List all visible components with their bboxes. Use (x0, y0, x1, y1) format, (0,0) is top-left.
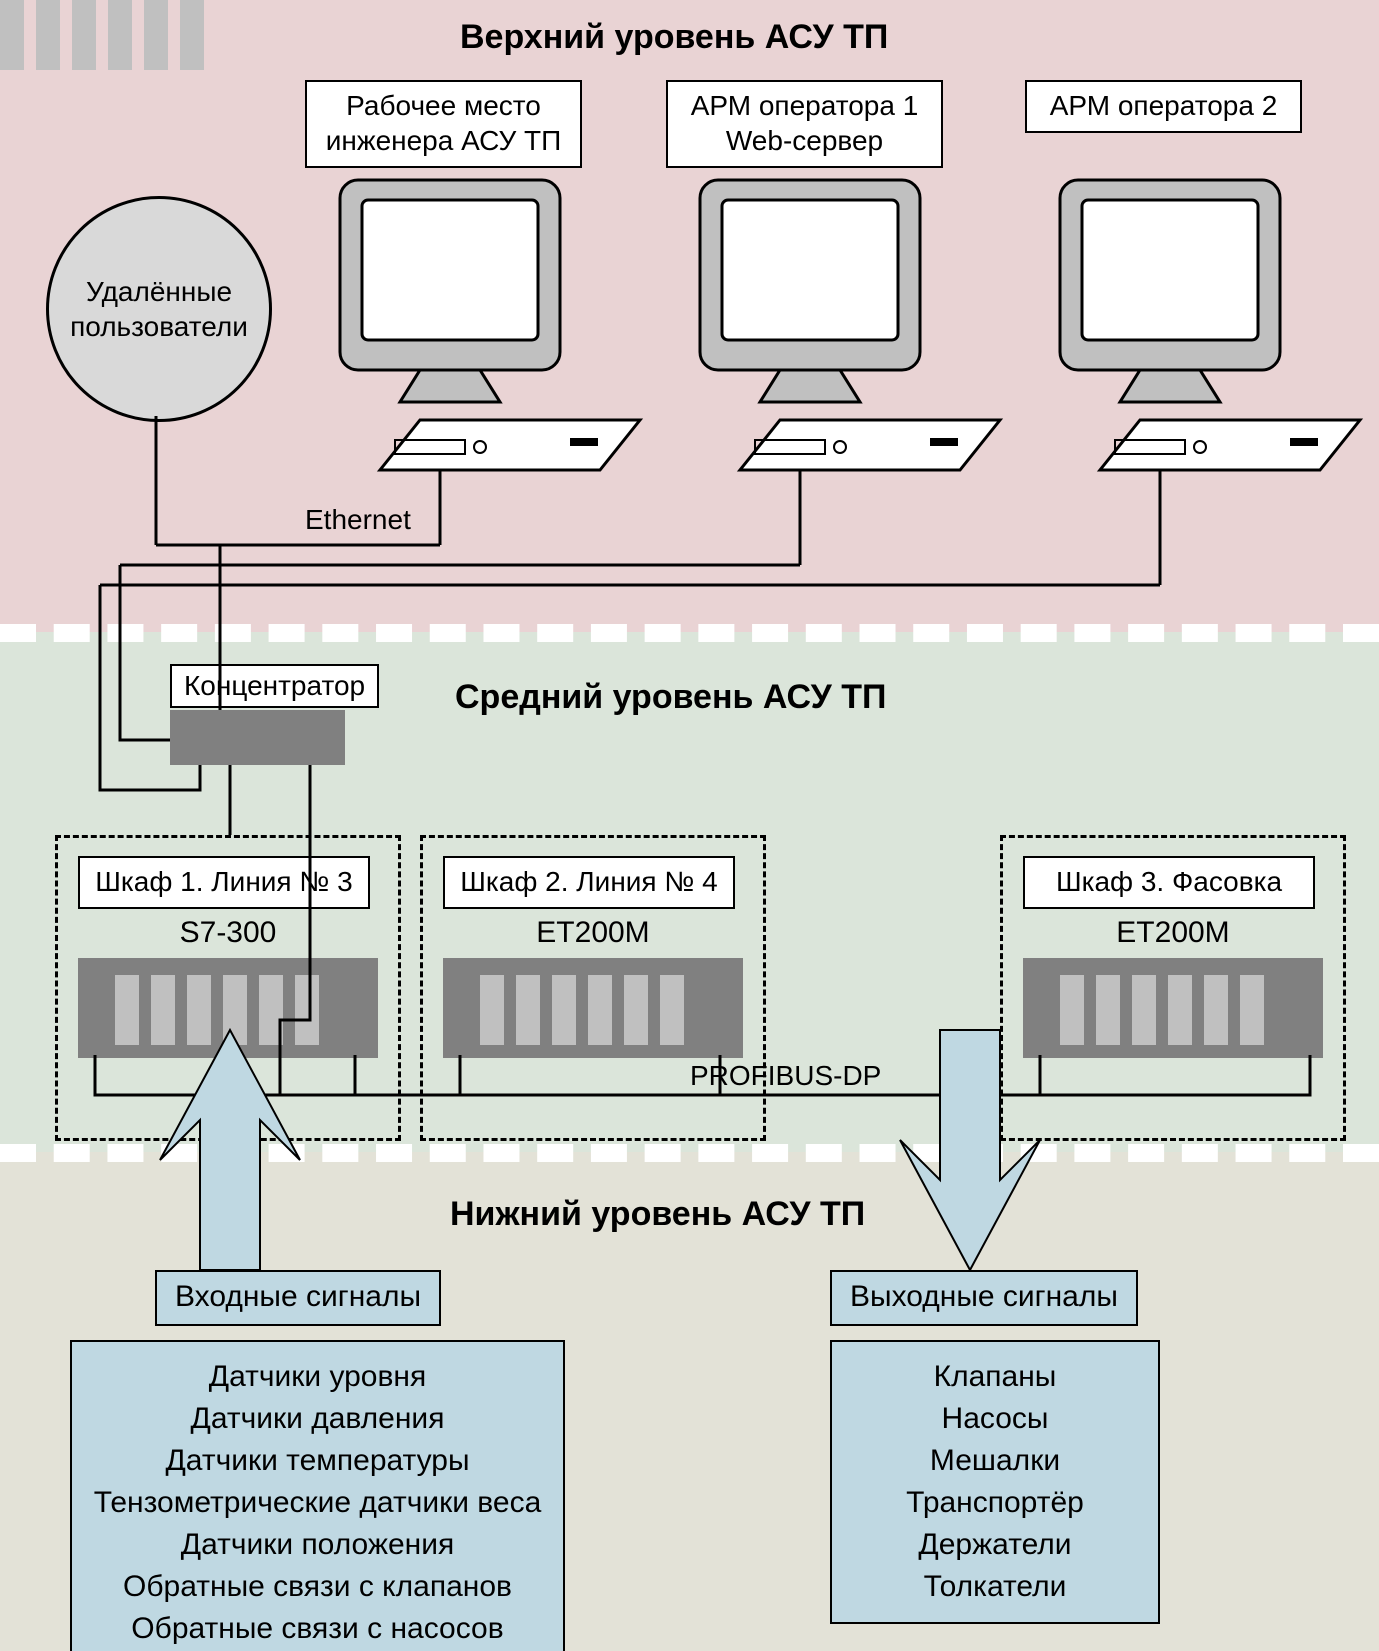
cabinet-3-module: ET200M (1003, 916, 1343, 950)
cabinet-1-label: Шкаф 1. Линия № 3 (78, 856, 370, 909)
ws-label-1: АРМ оператора 1 Web-сервер (666, 80, 943, 168)
inputs-list: Датчики уровняДатчики давленияДатчики те… (70, 1340, 565, 1651)
ws-label-0: Рабочее место инженера АСУ ТП (305, 80, 582, 168)
cabinet-2-module: ET200M (423, 916, 763, 950)
remote-users-node: Удалённые пользователи (46, 196, 272, 422)
outputs-list: КлапаныНасосыМешалкиТранспортёрДержатели… (830, 1340, 1160, 1624)
title-mid: Средний уровень АСУ ТП (455, 678, 886, 717)
plc-2 (443, 958, 743, 1058)
net-label-ethernet: Ethernet (305, 504, 411, 536)
cabinet-1: Шкаф 1. Линия № 3 S7-300 (55, 835, 401, 1141)
band-divider-1 (0, 624, 1379, 642)
diagram-root: Верхний уровень АСУ ТП Средний уровень А… (0, 0, 1379, 1651)
outputs-title: Выходные сигналы (830, 1270, 1138, 1326)
title-bot: Нижний уровень АСУ ТП (450, 1195, 865, 1234)
cabinet-2-label: Шкаф 2. Линия № 4 (443, 856, 735, 909)
cabinet-2: Шкаф 2. Линия № 4 ET200M (420, 835, 766, 1141)
cabinet-3: Шкаф 3. Фасовка ET200M (1000, 835, 1346, 1141)
hub-icon (170, 710, 345, 765)
inputs-title: Входные сигналы (155, 1270, 441, 1326)
plc-3 (1023, 958, 1323, 1058)
band-divider-2 (0, 1144, 1379, 1162)
ws-label-2: АРМ оператора 2 (1025, 80, 1302, 133)
cabinet-1-module: S7-300 (58, 916, 398, 950)
cabinet-3-label: Шкаф 3. Фасовка (1023, 856, 1315, 909)
title-top: Верхний уровень АСУ ТП (460, 18, 888, 57)
hub-label: Концентратор (170, 664, 379, 708)
plc-1 (78, 958, 378, 1058)
